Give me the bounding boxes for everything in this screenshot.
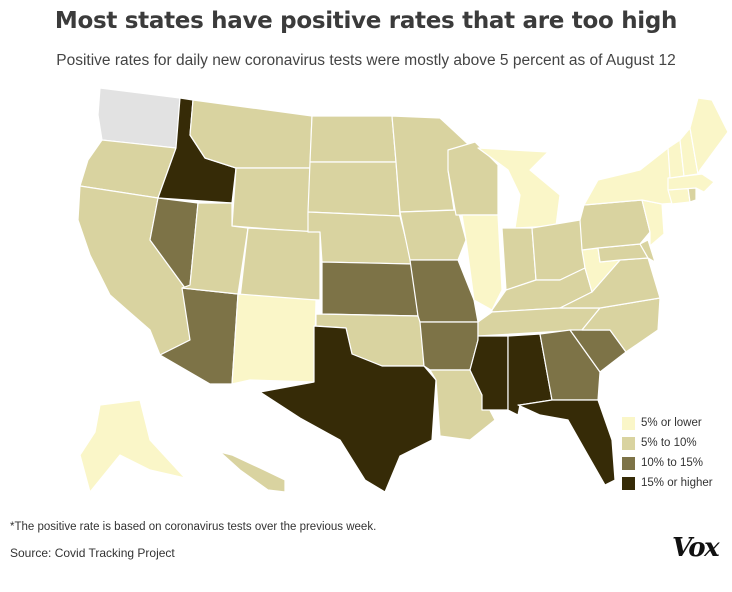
state-co bbox=[239, 227, 321, 301]
state-me bbox=[689, 97, 729, 175]
legend-swatch bbox=[622, 476, 635, 490]
vox-logo: Vox bbox=[672, 533, 720, 563]
legend-label: 10% to 15% bbox=[641, 457, 704, 469]
chart-title: Most states have positive rates that are… bbox=[54, 8, 678, 34]
state-ga bbox=[539, 329, 601, 401]
legend-swatch bbox=[622, 456, 635, 470]
legend-label: 5% or lower bbox=[641, 417, 702, 429]
legend-swatch bbox=[622, 436, 635, 450]
state-oh bbox=[531, 219, 586, 281]
state-ks bbox=[321, 261, 419, 317]
state-nd bbox=[309, 115, 397, 163]
state-hi bbox=[219, 451, 286, 493]
state-in bbox=[501, 227, 537, 291]
legend-item: 5% or lower bbox=[622, 413, 713, 433]
state-mt bbox=[189, 99, 313, 169]
state-ri bbox=[687, 187, 697, 203]
state-ak bbox=[79, 399, 186, 493]
state-ct bbox=[667, 187, 691, 205]
state-ne bbox=[307, 211, 413, 265]
legend-label: 15% or higher bbox=[641, 477, 713, 489]
footnote: *The positive rate is based on coronavir… bbox=[10, 521, 377, 533]
source-credit: Source: Covid Tracking Project bbox=[10, 546, 175, 560]
state-sd bbox=[307, 161, 401, 217]
legend-item: 5% to 10% bbox=[622, 433, 713, 453]
state-ar bbox=[419, 321, 479, 371]
state-ia bbox=[399, 209, 467, 261]
state-wa bbox=[97, 87, 181, 149]
state-ma bbox=[667, 173, 715, 193]
chart-subtitle: Positive rates for daily new coronavirus… bbox=[56, 52, 676, 69]
state-mo bbox=[409, 259, 479, 323]
legend: 5% or lower 5% to 10% 10% to 15% 15% or … bbox=[622, 413, 713, 493]
legend-item: 10% to 15% bbox=[622, 453, 713, 473]
legend-label: 5% to 10% bbox=[641, 437, 697, 449]
state-ut bbox=[181, 202, 249, 295]
state-de bbox=[639, 239, 656, 263]
legend-item: 15% or higher bbox=[622, 473, 713, 493]
state-pa bbox=[579, 199, 651, 251]
us-states-map bbox=[77, 87, 729, 493]
state-fl bbox=[517, 399, 616, 486]
state-nm bbox=[231, 293, 317, 385]
legend-swatch bbox=[622, 416, 635, 430]
state-tx bbox=[259, 325, 437, 493]
state-wy bbox=[231, 167, 311, 233]
